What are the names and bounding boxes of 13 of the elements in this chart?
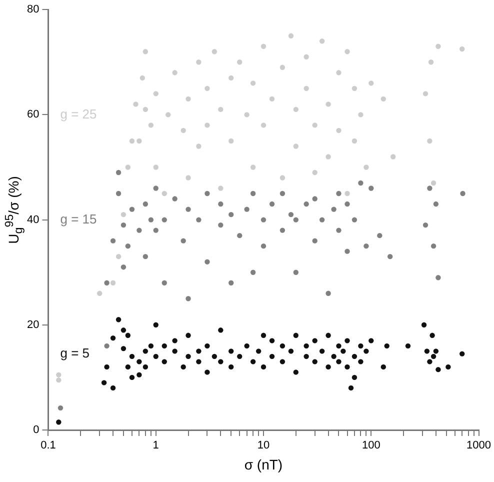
- x-tick-label: 10: [257, 440, 270, 452]
- x-tick-label: 100: [362, 440, 380, 452]
- series-label: g = 15: [60, 211, 97, 226]
- x-axis-title: σ (nT): [244, 456, 283, 472]
- x-tick-label: 0.1: [40, 440, 56, 452]
- series-label: g = 5: [60, 345, 90, 360]
- y-tick-label: 20: [26, 318, 40, 331]
- y-tick-label: 60: [26, 108, 40, 121]
- x-tick-label: 1000: [466, 440, 492, 452]
- y-tick-label: 40: [26, 214, 40, 226]
- x-tick-label: 1: [152, 440, 159, 452]
- y-tick-label: 0: [33, 424, 40, 436]
- y-tick-label: 80: [26, 4, 40, 16]
